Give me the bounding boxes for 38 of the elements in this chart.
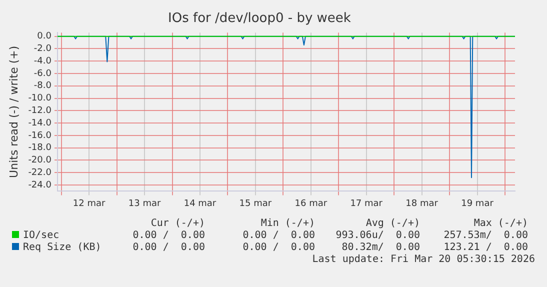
text: 0.00 / 0.00: [132, 230, 205, 241]
legend-label: Req Size (KB): [22, 242, 102, 253]
y-tick-label: 0.0: [37, 32, 52, 42]
text: Cur (-/+): [150, 218, 205, 229]
text: 80.32m/ 0.00: [342, 242, 420, 253]
y-tick-label: -18.0: [28, 143, 52, 154]
x-tick-label: 18 mar: [406, 198, 438, 209]
y-tick-label: -24.0: [28, 180, 52, 190]
y-tick-label: -14.0: [28, 118, 52, 128]
y-tick-label: -2.0: [34, 44, 52, 54]
x-tick-label: 15 mar: [239, 198, 272, 209]
y-tick-label: -10.0: [28, 94, 52, 104]
y-axis-title: Units read (-) / write (+): [7, 46, 20, 178]
chart-title: IOs for /dev/loop0 - by week: [168, 11, 352, 26]
y-tick-label: -22.0: [28, 168, 52, 178]
text: 257.53m/ 0.00: [444, 230, 528, 241]
text: 0.00 / 0.00: [242, 230, 315, 241]
text: Last update: Fri Mar 20 05:30:15 2026: [312, 254, 535, 265]
text: Avg (-/+): [366, 218, 420, 229]
y-tick-label: -12.0: [28, 106, 52, 116]
x-tick-label: 17 mar: [350, 198, 383, 209]
text: Max (-/+): [474, 218, 528, 229]
text: Min (-/+): [260, 218, 315, 229]
text: 0.00 / 0.00: [242, 242, 315, 253]
y-tick-label: -4.0: [34, 56, 52, 66]
text: 123.21 / 0.00: [444, 242, 528, 253]
y-tick-label: -6.0: [34, 68, 52, 79]
x-tick-label: 19 mar: [461, 198, 494, 209]
y-tick-label: -20.0: [28, 156, 52, 166]
y-tick-label: -16.0: [28, 130, 52, 141]
x-tick-label: 13 mar: [128, 198, 161, 209]
y-tick-label: -8.0: [34, 81, 52, 92]
x-tick-label: 14 mar: [184, 198, 216, 209]
legend-label: IO/sec: [22, 230, 60, 241]
x-tick-label: 16 mar: [294, 198, 328, 209]
text: 993.06u/ 0.00: [336, 230, 420, 241]
text: 0.00 / 0.00: [132, 242, 205, 253]
x-tick-label: 12 mar: [72, 198, 106, 209]
